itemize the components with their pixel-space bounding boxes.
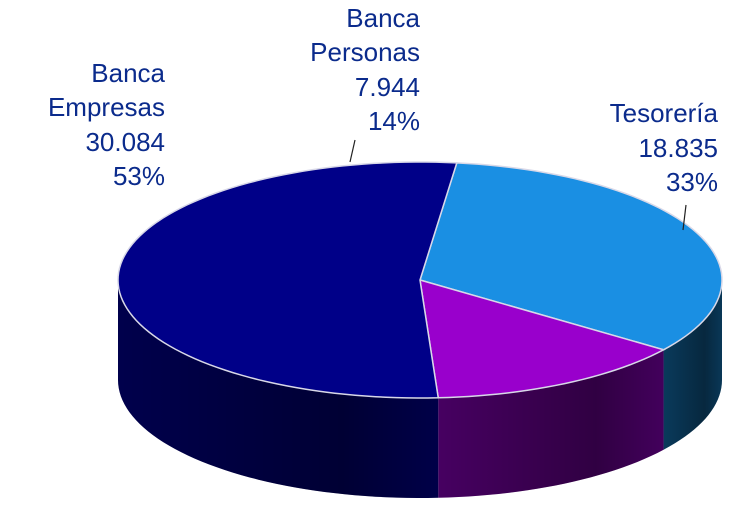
slice-label: Banca Empresas [48, 58, 166, 122]
leader-line [682, 204, 687, 231]
slice [419, 278, 666, 399]
slice-label: Tesorería [610, 98, 719, 128]
slice [419, 162, 723, 351]
slice-value: 7.944 [355, 72, 420, 102]
slice-value: 30.084 [85, 127, 165, 157]
slice-side-shade [663, 280, 722, 450]
leader-line [349, 139, 356, 163]
slice-label: Banca Personas [310, 3, 420, 67]
slice-percent: 33% [666, 167, 718, 197]
slice [117, 161, 458, 399]
slice-side-shade [118, 280, 439, 498]
slice-value: 18.835 [638, 133, 718, 163]
slice-percent: 53% [113, 161, 165, 191]
slice-percent: 14% [368, 106, 420, 136]
slice-side-shade [438, 349, 664, 498]
